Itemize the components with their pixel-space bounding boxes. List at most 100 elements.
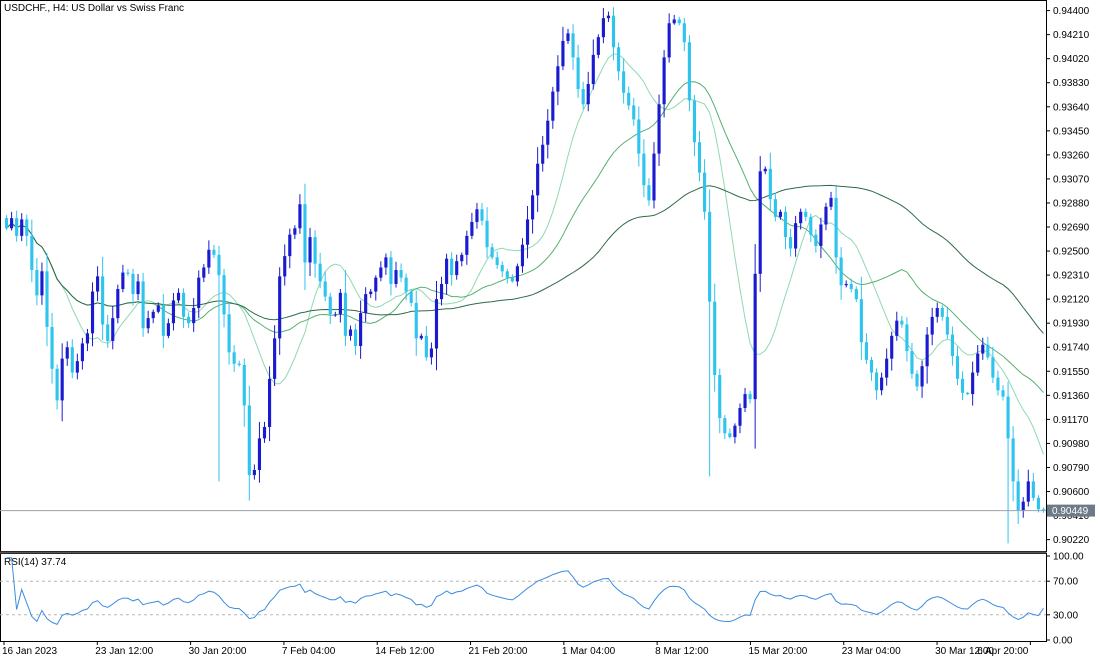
symbol-description: US Dollar vs Swiss Franc (71, 3, 185, 14)
candle-body (267, 378, 272, 427)
candle-body (981, 344, 985, 354)
candle-body (20, 219, 24, 236)
axis-labels: 0.94400 0.94210 0.94020 0.93830 0.93640 0.934… (0, 6, 1095, 657)
candle-body (510, 277, 514, 282)
candle-body (333, 314, 337, 316)
rsi-tick-label: 70.00 (1053, 577, 1078, 588)
candle-body (470, 221, 474, 236)
candle-body (187, 316, 191, 324)
time-tick-label: 30 Jan 20:00 (189, 646, 247, 657)
candle-body (404, 277, 408, 292)
candle-body (687, 42, 691, 101)
candle-body (642, 153, 646, 186)
candle-body (672, 19, 676, 24)
price-tick-label: 0.94210 (1053, 30, 1090, 41)
candle-body (682, 23, 686, 43)
candle-body (839, 257, 843, 286)
candle-body (692, 100, 697, 143)
candle-body (116, 289, 120, 319)
price-tick-label: 0.93640 (1053, 102, 1090, 113)
candle-body (252, 470, 256, 476)
candle-body (136, 281, 140, 295)
candle-body (606, 15, 611, 19)
candle-body (30, 235, 34, 271)
candle-body (161, 305, 165, 336)
candle-body (637, 119, 641, 154)
candle-body (237, 363, 241, 365)
candle-body (733, 425, 737, 438)
candle-body (1006, 396, 1010, 439)
candle-body (232, 352, 236, 364)
candle-body (242, 364, 246, 406)
candle-body (596, 37, 600, 55)
candle-body (394, 270, 398, 284)
time-tick-label: 16 Jan 2023 (2, 646, 57, 657)
price-tick-label: 0.91740 (1053, 343, 1090, 354)
candles (4, 7, 1046, 544)
candle-body (505, 271, 509, 278)
candle-body (70, 347, 74, 373)
candle-body (298, 204, 302, 229)
candle-body (768, 168, 772, 200)
candle-body (293, 228, 297, 235)
candle-body (450, 258, 454, 276)
candle-body (429, 348, 433, 358)
candle-body (854, 289, 858, 300)
candle-body (323, 281, 327, 297)
price-tick-label: 0.92120 (1053, 295, 1090, 306)
symbol-label: USDCHF., (4, 3, 51, 14)
candle-body (652, 153, 656, 201)
candle-body (713, 301, 717, 376)
candle-body (819, 224, 823, 246)
candle-body (65, 347, 69, 359)
candle-body (960, 378, 965, 393)
candle-body (222, 275, 226, 315)
candle-body (106, 324, 110, 341)
candle-body (4, 218, 9, 229)
candle-body (531, 195, 535, 220)
candle-body (45, 271, 49, 327)
candle-body (181, 292, 186, 317)
price-tick-label: 0.92500 (1053, 247, 1090, 258)
candle-body (581, 89, 585, 105)
price-tick-label: 0.91550 (1053, 367, 1090, 378)
candle-body (126, 272, 130, 274)
candle-body (556, 66, 560, 92)
price-tick-label: 0.94400 (1053, 6, 1090, 17)
candle-body (101, 276, 105, 325)
candle-body (591, 54, 595, 84)
candle-body (895, 320, 899, 336)
candle-body (1041, 509, 1046, 511)
candle-body (90, 291, 95, 334)
candle-body (262, 426, 267, 439)
candle-body (1026, 481, 1030, 502)
candle-body (520, 244, 525, 267)
rsi-tick-label: 0.00 (1053, 636, 1073, 647)
candle-body (313, 237, 317, 264)
timeframe-label: H4: (52, 3, 69, 14)
rsi-line (6, 557, 1044, 626)
candle-body (15, 218, 19, 236)
moving-averages (6, 53, 1044, 455)
candle-body (283, 256, 287, 277)
candle-body (399, 270, 403, 278)
candle-body (718, 375, 722, 419)
candle-body (455, 261, 459, 276)
candle-body (414, 302, 418, 339)
rsi-pane-border (0, 553, 1047, 642)
price-tick-label: 0.91360 (1053, 391, 1090, 402)
candle-body (80, 343, 84, 362)
candle-body (814, 234, 818, 246)
candle-body (708, 211, 712, 302)
candle-body (910, 351, 914, 374)
candle-body (384, 257, 388, 268)
time-tick-label: 6 Apr 20:00 (977, 646, 1029, 657)
candle-body (728, 433, 732, 438)
candle-body (536, 163, 540, 196)
candle-body (849, 283, 853, 290)
price-tick-label: 0.92310 (1053, 271, 1090, 282)
candle-body (465, 235, 469, 255)
candle-body (859, 299, 863, 343)
candle-body (783, 211, 788, 238)
